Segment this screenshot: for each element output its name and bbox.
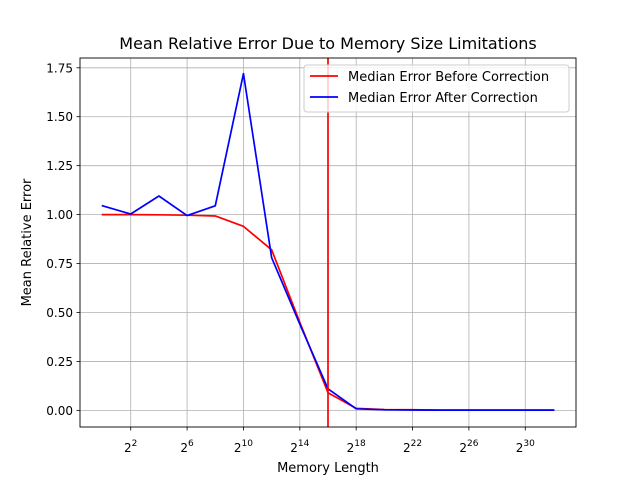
y-tick-label: 0.25 <box>46 355 73 369</box>
x-axis-label: Memory Length <box>277 461 379 476</box>
legend: Median Error Before Correction Median Er… <box>304 65 569 112</box>
x-tick-label: 210 <box>234 439 253 455</box>
y-tick-label: 0.00 <box>46 404 73 418</box>
legend-label-after: Median Error After Correction <box>348 91 538 106</box>
x-tick-label: 214 <box>290 439 309 455</box>
x-tick-label: 26 <box>180 439 194 455</box>
y-tick-label: 0.50 <box>46 306 73 320</box>
ticks: 0.00 0.25 0.50 0.75 1.00 1.25 1.50 1.75 22 26 210 2… <box>46 61 535 455</box>
y-tick-label: 1.25 <box>46 159 73 173</box>
y-tick-label: 1.75 <box>46 61 73 75</box>
y-tick-label: 1.50 <box>46 110 73 124</box>
x-tick-label: 218 <box>347 439 366 455</box>
y-tick-label: 0.75 <box>46 257 73 271</box>
y-axis-label: Mean Relative Error <box>20 178 35 306</box>
legend-label-before: Median Error Before Correction <box>348 70 549 85</box>
x-tick-label: 226 <box>459 439 478 455</box>
x-tick-label: 230 <box>516 439 535 455</box>
x-tick-label: 22 <box>124 439 137 455</box>
series-layer <box>103 58 554 427</box>
chart-title: Mean Relative Error Due to Memory Size L… <box>119 34 536 53</box>
y-tick-label: 1.00 <box>46 208 73 222</box>
x-tick-label: 222 <box>403 439 422 455</box>
